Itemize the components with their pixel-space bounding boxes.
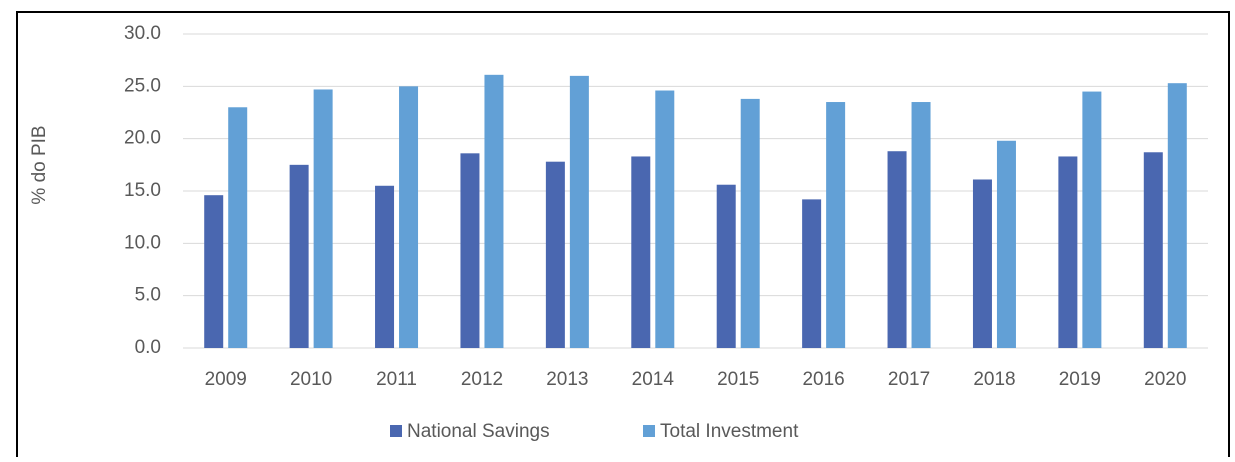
bar xyxy=(802,199,822,348)
bar xyxy=(1143,152,1163,348)
legend-swatch xyxy=(643,425,655,437)
bar xyxy=(545,161,565,348)
y-tick-label: 30.0 xyxy=(124,23,161,44)
bar xyxy=(996,140,1016,348)
bar xyxy=(655,90,675,349)
bar xyxy=(887,151,907,348)
x-tick-label: 2011 xyxy=(376,369,417,390)
bar xyxy=(399,86,419,348)
bar xyxy=(1082,91,1102,349)
bar xyxy=(826,102,846,349)
y-tick-label: 5.0 xyxy=(135,285,161,306)
y-tick-label: 20.0 xyxy=(124,128,161,149)
bar xyxy=(204,195,224,348)
bar xyxy=(716,184,736,348)
x-tick-label: 2016 xyxy=(802,369,844,390)
chart-border xyxy=(16,11,1230,457)
bar xyxy=(569,75,589,348)
bar xyxy=(631,156,651,348)
x-tick-label: 2012 xyxy=(461,369,503,390)
bar xyxy=(740,98,760,348)
bar xyxy=(1167,83,1187,349)
bar xyxy=(911,102,931,349)
legend-label: National Savings xyxy=(407,421,550,442)
x-tick-label: 2015 xyxy=(717,369,759,390)
y-tick-label: 0.0 xyxy=(135,337,161,358)
bar xyxy=(460,153,480,348)
x-tick-label: 2013 xyxy=(546,369,588,390)
y-tick-label: 25.0 xyxy=(124,75,161,96)
y-axis-label: % do PIB xyxy=(29,125,50,204)
y-tick-label: 15.0 xyxy=(124,180,161,201)
bar xyxy=(228,107,248,349)
bar xyxy=(1058,156,1078,348)
x-tick-label: 2010 xyxy=(290,369,332,390)
bar xyxy=(313,89,333,349)
x-tick-label: 2020 xyxy=(1144,369,1186,390)
x-tick-label: 2017 xyxy=(888,369,930,390)
x-tick-label: 2014 xyxy=(632,369,675,390)
bar xyxy=(289,164,309,348)
legend-swatch xyxy=(390,425,402,437)
x-tick-label: 2018 xyxy=(973,369,1015,390)
bar xyxy=(972,179,992,348)
x-tick-label: 2009 xyxy=(205,369,247,390)
legend-label: Total Investment xyxy=(660,421,799,442)
y-tick-label: 10.0 xyxy=(124,232,161,253)
x-tick-label: 2019 xyxy=(1059,369,1101,390)
bar xyxy=(375,185,395,348)
bar xyxy=(484,74,504,348)
